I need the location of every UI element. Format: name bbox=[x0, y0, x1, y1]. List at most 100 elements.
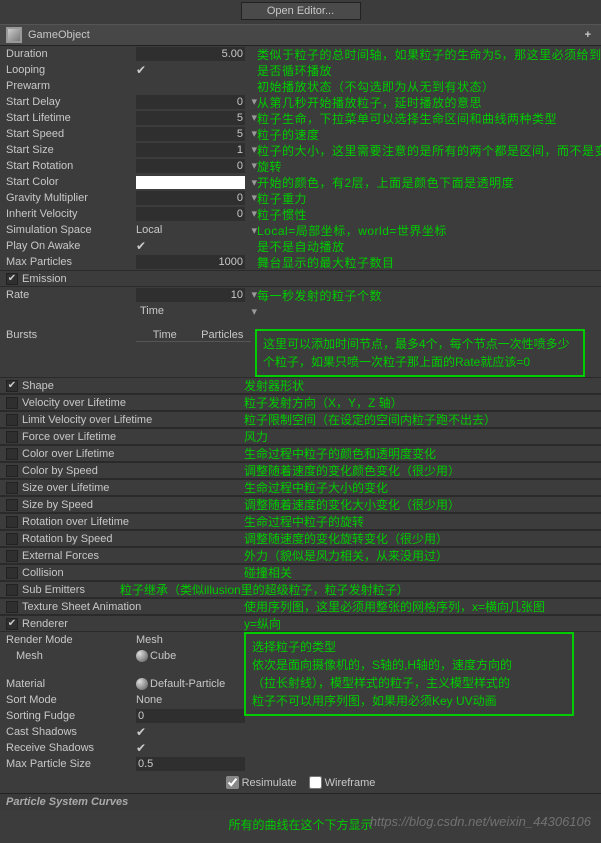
sortmode-value[interactable]: None bbox=[136, 694, 251, 706]
col-note: 生命过程中粒子的颜色和透明度变化 bbox=[244, 445, 436, 462]
rate-time-dropdown[interactable]: Time bbox=[136, 305, 251, 317]
rol-note: 生命过程中粒子的旋转 bbox=[244, 513, 364, 530]
startSpeed-note: 粒子的速度 bbox=[257, 126, 320, 143]
looping-note: 是否循环播放 bbox=[257, 62, 332, 79]
module-renderer[interactable]: Renderer bbox=[0, 615, 601, 632]
sol-note: 生命过程中粒子大小的变化 bbox=[244, 479, 388, 496]
looping-checkbox[interactable]: ✔ bbox=[136, 63, 146, 77]
startSize-input[interactable] bbox=[136, 143, 245, 157]
watermark: https://blog.csdn.net/weixin_44306106 bbox=[370, 814, 591, 829]
startLifetime-input[interactable] bbox=[136, 111, 245, 125]
startDelay-note: 从第几秒开始播放粒子，延时播放的意思 bbox=[257, 94, 482, 111]
maxParticles-input[interactable] bbox=[136, 255, 245, 269]
startRotation-input[interactable] bbox=[136, 159, 245, 173]
rol-label: Rotation over Lifetime bbox=[22, 516, 129, 528]
vol-checkbox[interactable] bbox=[6, 397, 18, 409]
bursts-col-time: Time bbox=[136, 329, 194, 342]
lvol-note: 粒子限制空间（在设定的空间内粒子跑不出去） bbox=[244, 411, 496, 428]
open-editor-button[interactable]: Open Editor... bbox=[241, 2, 361, 20]
startDelay-input[interactable] bbox=[136, 95, 245, 109]
startColor-swatch[interactable] bbox=[136, 176, 245, 189]
startSpeed-input[interactable] bbox=[136, 127, 245, 141]
mesh-value[interactable]: Cube bbox=[136, 650, 251, 662]
row-duration: Duration类似于粒子的总时间轴，如果粒子的生命为5，那这里必须给到5才能播… bbox=[0, 46, 601, 62]
simSpace-dropdown[interactable]: Local bbox=[136, 224, 251, 236]
row-simSpace: Simulation SpaceLocalLocal=局部坐标，world=世界… bbox=[0, 222, 601, 238]
gravityMult-input[interactable] bbox=[136, 191, 245, 205]
sbs-label: Size by Speed bbox=[22, 499, 93, 511]
startLifetime-label: Start Lifetime bbox=[6, 112, 136, 124]
simSpace-note: Local=局部坐标，world=世界坐标 bbox=[257, 222, 447, 239]
startSize-note: 粒子的大小，这里需要注意的是所有的两个都是区间，而不是变化值 bbox=[257, 142, 601, 159]
sol-checkbox[interactable] bbox=[6, 482, 18, 494]
module-coll[interactable]: Collision bbox=[0, 564, 601, 581]
fol-note: 风力 bbox=[244, 428, 268, 445]
inheritVel-input[interactable] bbox=[136, 207, 245, 221]
row-startDelay: Start Delay从第几秒开始播放粒子，延时播放的意思 bbox=[0, 94, 601, 110]
module-emission[interactable]: Emission bbox=[0, 270, 601, 287]
rbs-label: Rotation by Speed bbox=[22, 533, 113, 545]
playOnAwake-checkbox[interactable]: ✔ bbox=[136, 239, 146, 253]
row-startSpeed: Start Speed 粒子的速度 bbox=[0, 126, 601, 142]
startRotation-note: 旋转 bbox=[257, 158, 282, 175]
startColor-label: Start Color bbox=[6, 176, 136, 188]
recvshadows-checkbox[interactable]: ✔ bbox=[136, 741, 146, 755]
gameobject-icon bbox=[6, 27, 22, 43]
renderer-body: Render Mode Mesh Mesh Cube Material Defa… bbox=[0, 632, 601, 772]
gravityMult-note: 粒子重力 bbox=[257, 190, 307, 207]
lvol-checkbox[interactable] bbox=[6, 414, 18, 426]
inheritVel-note: 粒子惯性 bbox=[257, 206, 307, 223]
cbs-label: Color by Speed bbox=[22, 465, 98, 477]
prewarm-label: Prewarm bbox=[6, 80, 136, 92]
sortingfudge-label: Sorting Fudge bbox=[6, 710, 136, 722]
renderer-label: Renderer bbox=[22, 618, 68, 630]
material-value[interactable]: Default-Particle bbox=[136, 678, 251, 690]
col-label: Color over Lifetime bbox=[22, 448, 114, 460]
add-icon[interactable]: + bbox=[581, 29, 595, 41]
emission-label: Emission bbox=[22, 273, 67, 285]
ext-note: 外力（貌似是风力相关，从来没用过） bbox=[244, 547, 448, 564]
row-startLifetime: Start Lifetime 粒子生命，下拉菜单可以选择生命区间和曲线两种类型 bbox=[0, 110, 601, 126]
coll-checkbox[interactable] bbox=[6, 567, 18, 579]
module-fol[interactable]: Force over Lifetime bbox=[0, 428, 601, 445]
bursts-label: Bursts bbox=[6, 329, 136, 341]
row-rate-time: Time bbox=[0, 303, 601, 319]
maxpartsize-input[interactable] bbox=[136, 757, 245, 771]
startSpeed-label: Start Speed bbox=[6, 128, 136, 140]
tsa-label: Texture Sheet Animation bbox=[22, 601, 141, 613]
startRotation-label: Start Rotation bbox=[6, 160, 136, 172]
rbs-checkbox[interactable] bbox=[6, 533, 18, 545]
coll-label: Collision bbox=[22, 567, 64, 579]
emission-checkbox[interactable] bbox=[6, 273, 18, 285]
sub-checkbox[interactable] bbox=[6, 584, 18, 596]
castshadows-checkbox[interactable]: ✔ bbox=[136, 725, 146, 739]
material-icon bbox=[136, 678, 148, 690]
bursts-col-particles: Particles bbox=[194, 329, 252, 342]
wireframe-toggle[interactable]: Wireframe bbox=[309, 776, 376, 789]
startSize-label: Start Size bbox=[6, 144, 136, 156]
bottom-toggles: Resimulate Wireframe bbox=[0, 772, 601, 793]
rate-input[interactable] bbox=[136, 288, 245, 302]
startLifetime-note: 粒子生命，下拉菜单可以选择生命区间和曲线两种类型 bbox=[257, 110, 557, 127]
fol-checkbox[interactable] bbox=[6, 431, 18, 443]
cbs-checkbox[interactable] bbox=[6, 465, 18, 477]
row-bursts: Bursts Time Particles 这里可以添加时间节点，最多4个，每个… bbox=[0, 329, 601, 377]
playOnAwake-note: 是不是自动播放 bbox=[257, 238, 345, 255]
tsa-checkbox[interactable] bbox=[6, 601, 18, 613]
duration-input[interactable] bbox=[136, 47, 245, 61]
resimulate-toggle[interactable]: Resimulate bbox=[226, 776, 297, 789]
ext-checkbox[interactable] bbox=[6, 550, 18, 562]
component-header[interactable]: GameObject + bbox=[0, 24, 601, 46]
sbs-checkbox[interactable] bbox=[6, 499, 18, 511]
rol-checkbox[interactable] bbox=[6, 516, 18, 528]
sortingfudge-input[interactable] bbox=[136, 709, 245, 723]
shape-checkbox[interactable] bbox=[6, 380, 18, 392]
rendermode-value[interactable]: Mesh bbox=[136, 634, 251, 646]
prewarm-note: 初始播放状态（不勾选即为从无到有状态） bbox=[257, 78, 495, 95]
col-checkbox[interactable] bbox=[6, 448, 18, 460]
curves-header[interactable]: Particle System Curves bbox=[0, 793, 601, 810]
castshadows-label: Cast Shadows bbox=[6, 726, 136, 738]
fol-label: Force over Lifetime bbox=[22, 431, 116, 443]
row-playOnAwake: Play On Awake✔是不是自动播放 bbox=[0, 238, 601, 254]
renderer-checkbox[interactable] bbox=[6, 618, 18, 630]
